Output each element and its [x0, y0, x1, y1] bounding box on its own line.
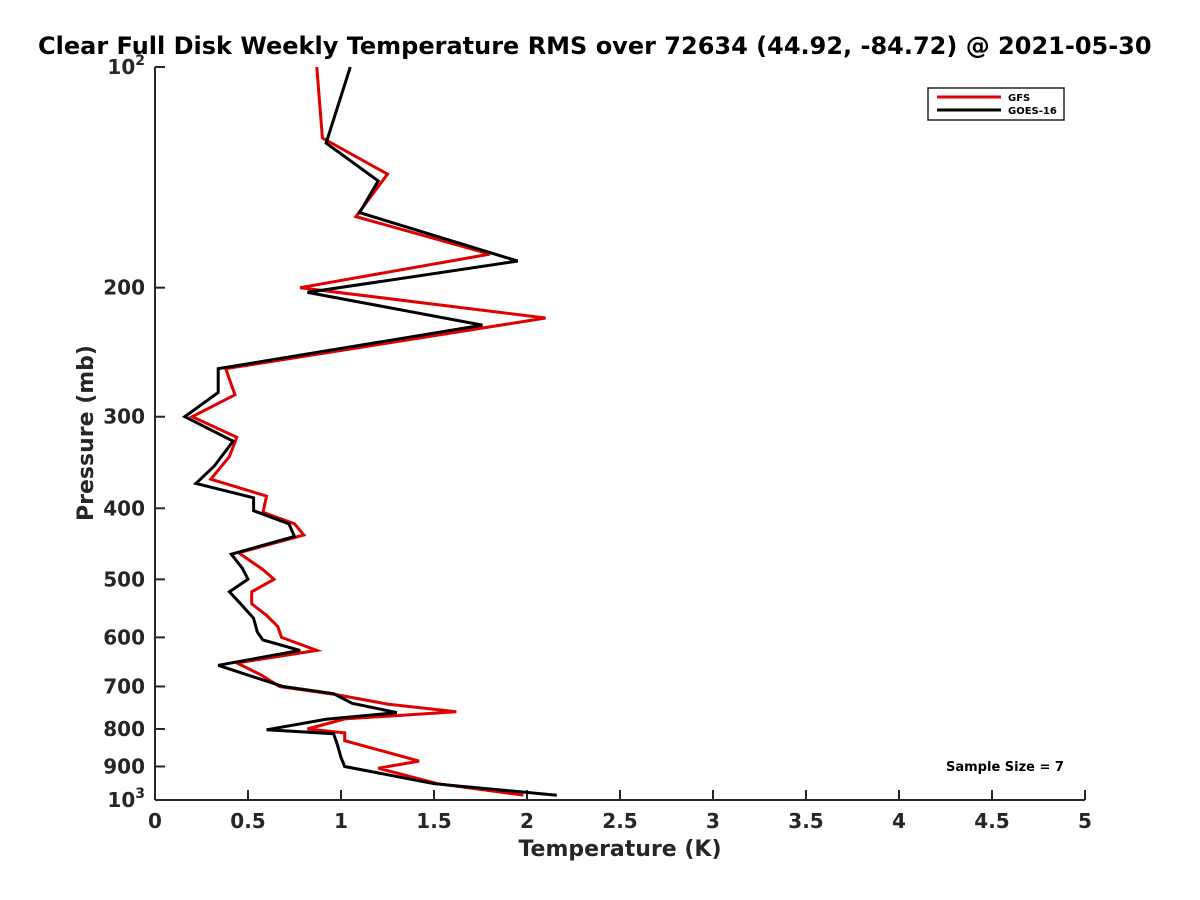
x-tick-label: 2.5 — [602, 809, 637, 833]
x-tick-label: 1.5 — [416, 809, 451, 833]
x-tick-label: 0 — [148, 809, 162, 833]
x-tick-label: 0.5 — [230, 809, 265, 833]
y-tick-label: 900 — [103, 754, 145, 778]
x-tick-label: 4.5 — [974, 809, 1009, 833]
axes: 0 0.5 1 1.5 2 2.5 3 3.5 4 4.5 5 102 200 300 400 500 600 7… — [103, 53, 1092, 833]
x-tick-label: 4 — [892, 809, 906, 833]
y-axis-label: Pressure (mb) — [74, 345, 99, 521]
chart-title: Clear Full Disk Weekly Temperature RMS o… — [38, 32, 1152, 60]
y-tick-label: 103 — [107, 786, 145, 812]
y-tick-label: 800 — [103, 717, 145, 741]
y-tick-label: 600 — [103, 625, 145, 649]
x-axis-label: Temperature (K) — [518, 837, 721, 862]
x-tick-label: 3.5 — [788, 809, 823, 833]
legend-label: GFS — [1008, 93, 1030, 104]
y-tick-label: 500 — [103, 567, 145, 591]
y-tick-label: 102 — [107, 53, 145, 79]
y-tick-label: 200 — [103, 276, 145, 300]
legend: GFS GOES-16 — [927, 87, 1065, 121]
series-line-gfs — [188, 66, 546, 797]
legend-box — [927, 87, 1065, 121]
y-tick-label: 700 — [103, 674, 145, 698]
sample-size-annotation: Sample Size = 7 — [946, 760, 1064, 775]
series-line-goes-16 — [181, 66, 557, 797]
x-tick-label: 5 — [1078, 809, 1092, 833]
y-tick-label: 300 — [103, 405, 145, 429]
x-tick-label: 3 — [706, 809, 720, 833]
legend-label: GOES-16 — [1008, 106, 1057, 117]
plot-area — [181, 66, 557, 797]
y-tick-label: 400 — [103, 496, 145, 520]
x-tick-label: 2 — [520, 809, 534, 833]
x-tick-label: 1 — [334, 809, 348, 833]
